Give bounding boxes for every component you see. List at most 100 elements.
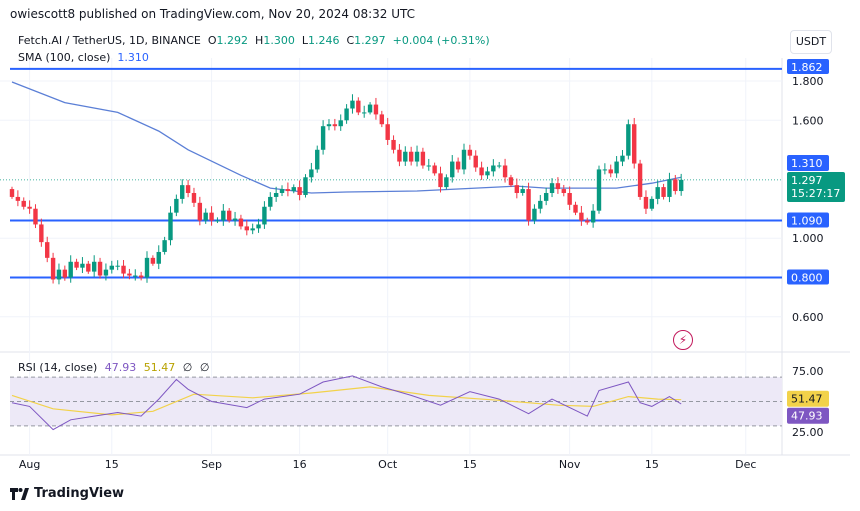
candle-body	[362, 112, 367, 114]
symbol-name: Fetch.AI / TetherUS, 1D, BINANCE	[18, 34, 201, 47]
candle	[626, 119, 631, 160]
candle	[285, 182, 291, 197]
candle	[133, 269, 138, 281]
candle	[291, 184, 296, 194]
candle-body	[150, 257, 156, 264]
candle-body	[109, 265, 114, 270]
candle-body	[203, 212, 208, 221]
candle-body	[414, 151, 420, 162]
candle-body	[320, 126, 326, 150]
lightning-icon[interactable]: ⚡	[673, 330, 693, 350]
rsi-ma-badge: 51.47	[787, 390, 829, 407]
open-value: 1.292	[216, 34, 249, 47]
candle-body	[543, 193, 549, 201]
candle-body	[221, 210, 226, 221]
change-value: +0.004 (+0.31%)	[392, 34, 490, 47]
candle-body	[91, 261, 97, 272]
level-badge-text: 0.800	[791, 272, 823, 285]
level-badge-bg	[787, 269, 829, 285]
candle	[33, 204, 38, 229]
candle	[655, 180, 660, 205]
candle	[68, 255, 73, 283]
candle	[467, 144, 473, 160]
candle	[632, 117, 637, 169]
candle-body	[367, 104, 373, 113]
candle	[156, 245, 161, 270]
candle	[508, 174, 514, 188]
candle	[444, 174, 449, 190]
candle	[97, 257, 103, 279]
candle	[620, 150, 625, 167]
candle-body	[326, 124, 332, 127]
candle-body	[350, 100, 355, 109]
candle	[221, 204, 226, 226]
time-tick-label: Nov	[559, 458, 581, 471]
candle-body	[174, 198, 179, 213]
candle-body	[344, 108, 349, 121]
candle-body	[508, 177, 514, 186]
last-price-badge-bg	[787, 172, 845, 202]
candle-body	[391, 139, 396, 150]
candle	[250, 223, 255, 235]
sma-line	[11, 81, 682, 194]
candle-body	[678, 179, 684, 192]
candle-body	[438, 173, 443, 188]
candle-body	[432, 165, 437, 174]
candle	[420, 147, 426, 169]
rsi-badge-bg	[787, 407, 829, 424]
candle-body	[514, 185, 520, 194]
rsi-label: RSI (14, close)	[18, 361, 98, 374]
candle-body	[549, 183, 555, 194]
candle-body	[15, 196, 21, 201]
candle	[461, 143, 467, 175]
candle-body	[338, 120, 343, 127]
currency-button[interactable]: USDT	[790, 30, 832, 54]
candle-body	[491, 165, 496, 172]
level-badge: 1.090	[787, 212, 829, 228]
candle-body	[567, 193, 572, 205]
candle-body	[86, 263, 91, 272]
candle-body	[297, 187, 302, 195]
publish-info: owiescott8 published on TradingView.com,…	[10, 7, 416, 21]
sma-legend[interactable]: SMA (100, close) 1.310	[18, 51, 149, 64]
last-price-badge-text: 1.297	[791, 174, 823, 187]
open-label: O	[207, 34, 217, 47]
candle	[673, 174, 678, 195]
candle	[573, 201, 578, 216]
candle	[479, 161, 484, 180]
candle	[391, 135, 396, 154]
candle	[86, 260, 91, 274]
candle-body	[262, 206, 267, 225]
candle-body	[33, 208, 38, 225]
rsi-value: 47.93	[104, 361, 137, 374]
time-tick-label: Dec	[735, 458, 756, 471]
candle	[273, 186, 279, 202]
tradingview-logo-icon	[10, 487, 29, 500]
candle	[414, 145, 420, 167]
candle-body	[420, 151, 426, 166]
rsi-legend[interactable]: RSI (14, close) 47.93 51.47 ∅ ∅	[18, 361, 209, 374]
candle	[144, 251, 150, 283]
candle	[115, 260, 120, 271]
candle	[74, 258, 79, 271]
candle	[45, 236, 50, 263]
candle	[326, 119, 332, 131]
candle	[432, 162, 437, 176]
candle-body	[21, 200, 26, 207]
candle	[397, 144, 402, 167]
candle	[567, 186, 572, 210]
candle	[9, 186, 15, 199]
candle	[502, 158, 508, 183]
candle-body	[608, 169, 613, 174]
rsi-tick-label: 25.00	[792, 426, 824, 439]
candle-body	[232, 218, 238, 221]
price-tick-label: 1.600	[792, 114, 824, 127]
logo-text: TradingView	[34, 486, 125, 501]
candle	[27, 200, 32, 214]
candle-body	[379, 114, 385, 125]
time-tick-label: 15	[645, 458, 659, 471]
candle	[555, 177, 561, 194]
